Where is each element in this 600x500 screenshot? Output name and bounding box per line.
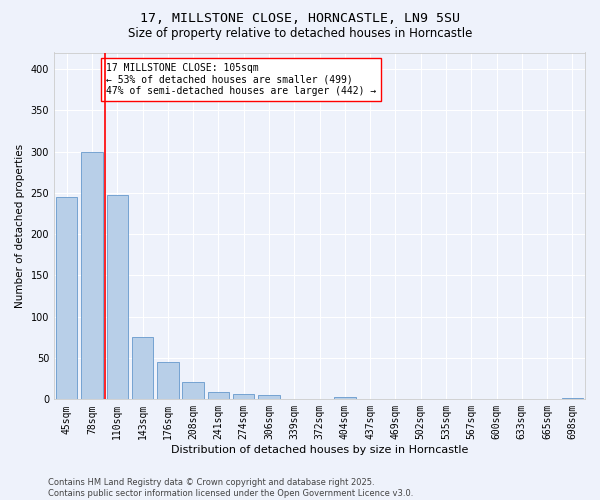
Bar: [132, 336, 153, 400]
Bar: [56, 197, 77, 400]
Bar: [233, 394, 254, 400]
Bar: [208, 392, 229, 400]
Bar: [81, 152, 103, 400]
Bar: [107, 194, 128, 400]
Text: 17, MILLSTONE CLOSE, HORNCASTLE, LN9 5SU: 17, MILLSTONE CLOSE, HORNCASTLE, LN9 5SU: [140, 12, 460, 26]
Bar: [182, 382, 204, 400]
Bar: [258, 395, 280, 400]
Text: 17 MILLSTONE CLOSE: 105sqm
← 53% of detached houses are smaller (499)
47% of sem: 17 MILLSTONE CLOSE: 105sqm ← 53% of deta…: [106, 63, 376, 96]
Text: Contains HM Land Registry data © Crown copyright and database right 2025.
Contai: Contains HM Land Registry data © Crown c…: [48, 478, 413, 498]
X-axis label: Distribution of detached houses by size in Horncastle: Distribution of detached houses by size …: [171, 445, 468, 455]
Bar: [334, 397, 356, 400]
Bar: [562, 398, 583, 400]
Text: Size of property relative to detached houses in Horncastle: Size of property relative to detached ho…: [128, 28, 472, 40]
Bar: [157, 362, 179, 400]
Y-axis label: Number of detached properties: Number of detached properties: [15, 144, 25, 308]
